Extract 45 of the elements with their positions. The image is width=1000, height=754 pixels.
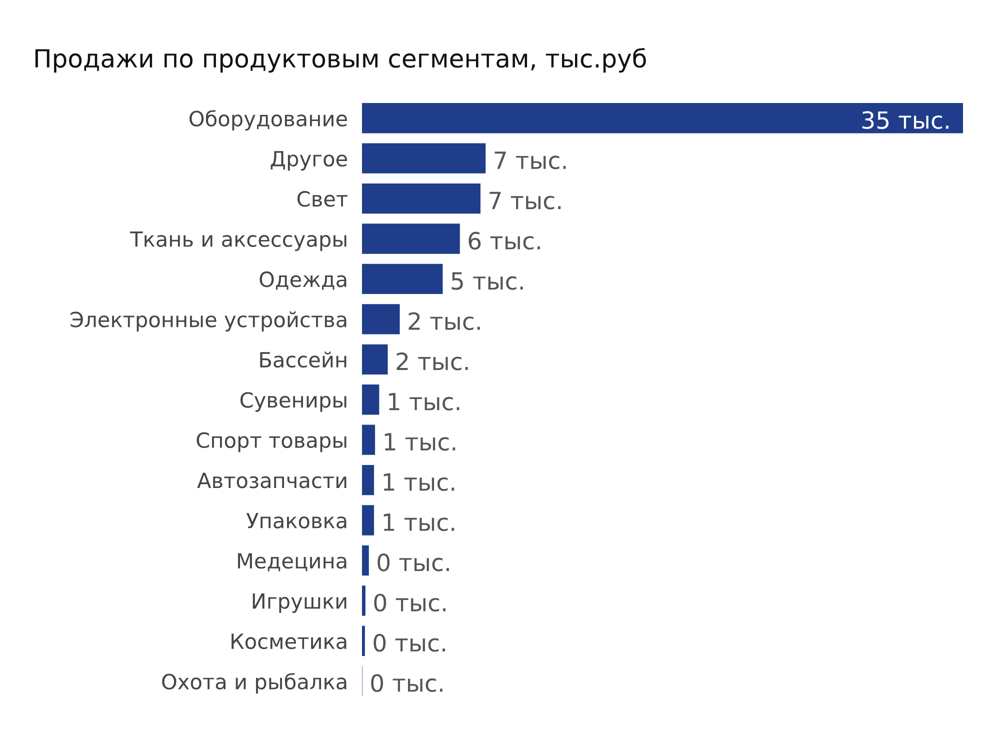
data-label: 35 тыс. [862, 111, 948, 129]
bar [362, 464, 374, 496]
bar [362, 264, 443, 294]
bar [362, 103, 963, 134]
data-label: 0 тыс. [374, 634, 445, 652]
y-tick-label: Автозапчасти [197, 472, 346, 488]
y-tick-label: Упаковка [246, 512, 346, 528]
data-label: 7 тыс. [494, 152, 566, 170]
bar [362, 344, 388, 374]
y-tick-label: Сувениры [240, 392, 346, 412]
bar [362, 626, 365, 656]
bar [362, 545, 369, 576]
data-label: 1 тыс. [384, 473, 454, 491]
data-label: 1 тыс. [388, 392, 460, 410]
y-tick-label: Одежда [260, 271, 346, 290]
bar [362, 586, 366, 616]
bar [362, 224, 460, 254]
y-tick-label: Охота и рыбалка [162, 673, 346, 694]
data-label: 7 тыс. [490, 192, 561, 210]
data-label: 6 тыс. [468, 232, 540, 250]
bar [362, 424, 376, 455]
y-tick-label: Спорт товары [196, 432, 346, 452]
y-tick-label: Медецина [238, 553, 346, 572]
bar [362, 505, 374, 536]
y-tick-label: Электронные устройства [70, 311, 346, 332]
y-tick-label: Свет [298, 191, 348, 207]
bar [362, 143, 486, 174]
data-label: 0 тыс. [378, 553, 449, 572]
data-label: 0 тыс. [371, 674, 442, 692]
y-tick-label: Бассейн [260, 352, 346, 368]
bar [362, 304, 400, 334]
data-label: 2 тыс. [396, 352, 468, 370]
y-tick-label: Ткань и аксессуары [130, 231, 346, 252]
data-label: 1 тыс. [384, 514, 454, 532]
data-label: 0 тыс. [374, 594, 446, 612]
y-tick-label: Игрушки [252, 593, 346, 613]
bar [362, 384, 380, 415]
y-tick-label: Оборудование [190, 110, 347, 131]
y-tick-label: Другое [270, 151, 347, 171]
chart-title: Продажи по продуктовым сегментам, тыс.руб [35, 48, 646, 73]
data-label: 2 тыс. [408, 312, 480, 330]
data-label: 5 тыс. [452, 272, 523, 290]
y-tick-label: Косметика [232, 634, 346, 650]
data-label: 1 тыс. [384, 433, 456, 451]
bar [362, 183, 480, 214]
